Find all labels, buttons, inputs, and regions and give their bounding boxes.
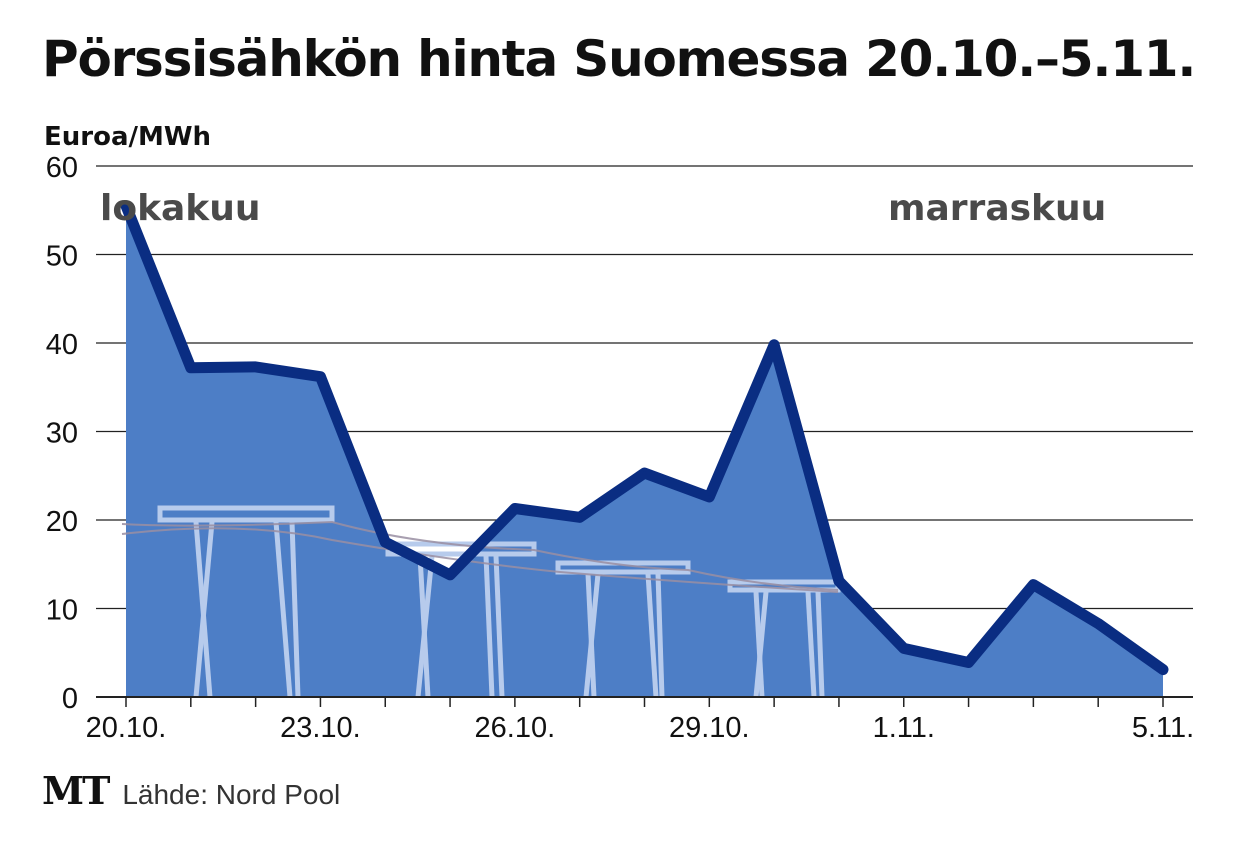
footer: MT Lähde: Nord Pool xyxy=(42,768,340,813)
y-tick-label-20: 20 xyxy=(46,506,78,538)
data-point-29.10. xyxy=(707,494,712,499)
data-point-3.11. xyxy=(1031,582,1036,587)
data-point-25.10. xyxy=(448,572,453,577)
x-tick-label-26.10.: 26.10. xyxy=(475,712,556,744)
x-tick-label-1.11.: 1.11. xyxy=(873,712,935,744)
price-area xyxy=(126,205,1163,697)
data-point-20.10. xyxy=(124,203,128,208)
data-point-24.10. xyxy=(383,540,388,545)
data-point-30.10. xyxy=(772,342,777,347)
chart-title: Pörssisähkön hinta Suomessa 20.10.–5.11. xyxy=(42,30,1196,88)
data-point-27.10. xyxy=(577,515,582,520)
data-point-2.11. xyxy=(966,660,971,665)
y-tick-label-30: 30 xyxy=(46,418,78,450)
y-tick-label-40: 40 xyxy=(46,329,78,361)
y-tick-label-60: 60 xyxy=(46,152,78,184)
y-axis-label: Euroa/MWh xyxy=(44,122,212,152)
data-point-21.10. xyxy=(188,365,193,370)
y-tick-label-10: 10 xyxy=(46,595,78,627)
annotation-marraskuu: marraskuu xyxy=(888,188,1106,229)
x-tick-label-23.10.: 23.10. xyxy=(280,712,361,744)
data-point-26.10. xyxy=(512,506,517,511)
data-point-23.10. xyxy=(318,374,323,379)
annotation-lokakuu: lokakuu xyxy=(100,188,261,229)
x-tick-label-29.10.: 29.10. xyxy=(669,712,750,744)
x-tick-label-5.11.: 5.11. xyxy=(1132,712,1194,744)
x-tick-label-20.10.: 20.10. xyxy=(86,712,167,744)
source-note: Lähde: Nord Pool xyxy=(122,779,341,810)
data-point-1.11. xyxy=(901,646,906,651)
data-point-22.10. xyxy=(253,364,258,369)
y-tick-label-50: 50 xyxy=(46,241,78,273)
y-tick-label-0: 0 xyxy=(62,683,78,715)
data-point-5.11. xyxy=(1161,667,1165,672)
data-point-31.10. xyxy=(836,579,841,584)
data-point-4.11. xyxy=(1096,621,1101,626)
mt-logo: MT xyxy=(42,768,110,813)
data-point-28.10. xyxy=(642,471,647,476)
